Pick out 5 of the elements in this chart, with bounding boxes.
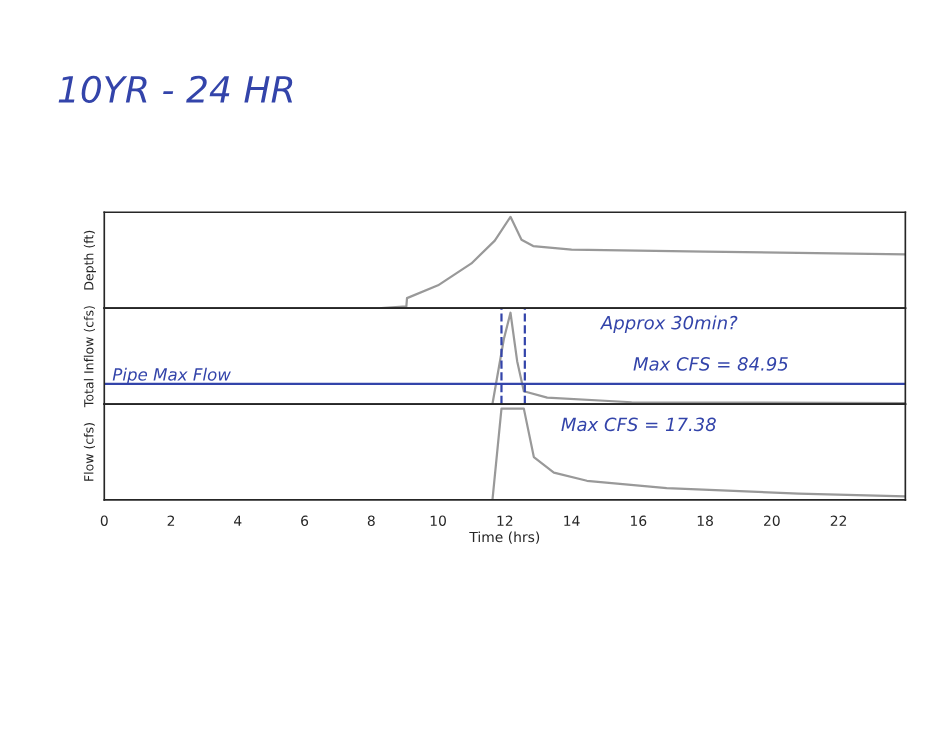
- annotation: Max CFS = 17.38: [561, 417, 716, 432]
- annotation: Approx 30min?: [599, 315, 738, 334]
- annotation: Max CFS = 84.95: [633, 357, 788, 371]
- ref-line-label: Pipe Max Flow: [112, 367, 231, 384]
- chart-title: 10YR - 24 HR: [58, 75, 293, 103]
